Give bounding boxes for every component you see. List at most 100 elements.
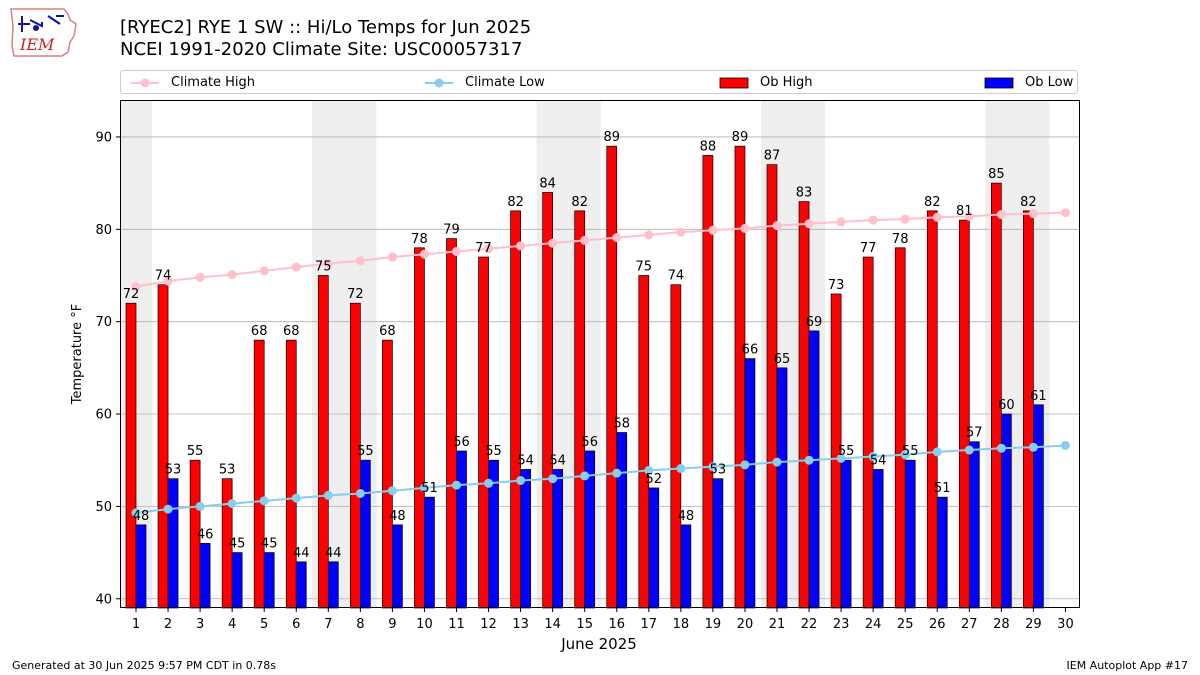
ob-high-bar-day-18 — [670, 284, 682, 609]
climate-high-point-day-8 — [355, 256, 365, 266]
ob-low-bar-day-20 — [744, 358, 756, 609]
climate-lines — [131, 208, 1070, 518]
climate-low-point-day-29 — [1028, 442, 1038, 452]
x-tick-label-27: 27 — [961, 617, 978, 632]
ob-low-label-day-12: 55 — [485, 444, 502, 459]
y-tick-label-60: 60 — [95, 408, 112, 423]
y-tick-label-50: 50 — [95, 500, 112, 515]
ob-high-label-day-25: 78 — [892, 232, 909, 247]
x-tick-label-18: 18 — [673, 617, 690, 632]
bars — [125, 145, 1044, 609]
ob-high-bar-day-5 — [253, 339, 265, 609]
ob-high-label-day-28: 85 — [988, 167, 1005, 182]
y-tick-label-90: 90 — [95, 130, 112, 145]
ob-low-bar-day-2 — [167, 478, 179, 609]
x-tick-label-11: 11 — [448, 617, 465, 632]
ob-low-label-day-10: 51 — [421, 481, 438, 496]
ob-high-label-day-14: 84 — [539, 176, 556, 191]
ob-low-label-day-25: 55 — [902, 444, 919, 459]
climate-high-point-day-3 — [195, 272, 205, 282]
ob-low-label-day-2: 53 — [165, 463, 182, 478]
ob-high-label-day-29: 82 — [1020, 195, 1037, 210]
ob-low-label-day-29: 61 — [1030, 389, 1047, 404]
x-tick-label-10: 10 — [416, 617, 433, 632]
x-tick-label-28: 28 — [993, 617, 1010, 632]
x-tick-label-5: 5 — [260, 617, 268, 632]
climate-low-point-day-21 — [772, 457, 782, 467]
climate-low-point-day-19 — [708, 462, 718, 472]
ob-low-bar-day-28 — [1000, 413, 1012, 609]
x-tick-label-12: 12 — [480, 617, 497, 632]
ob-low-bar-day-16 — [616, 432, 628, 609]
climate-low-point-day-8 — [355, 488, 365, 498]
ob-low-label-day-18: 48 — [678, 509, 695, 524]
x-tick-label-13: 13 — [512, 617, 529, 632]
ob-low-label-day-1: 48 — [133, 509, 150, 524]
ob-low-label-day-23: 55 — [838, 444, 855, 459]
climate-low-point-day-2 — [163, 504, 173, 514]
ob-low-bar-day-6 — [295, 561, 307, 609]
ob-low-label-day-14: 54 — [549, 453, 566, 468]
ob-low-bar-day-3 — [199, 542, 211, 609]
legend-label-ob-low: Ob Low — [1025, 75, 1074, 90]
ob-high-label-day-3: 55 — [187, 444, 204, 459]
climate-high-point-day-4 — [227, 270, 237, 280]
x-tick-label-26: 26 — [929, 617, 946, 632]
x-tick-label-21: 21 — [769, 617, 786, 632]
ob-low-label-day-6: 44 — [293, 546, 310, 561]
climate-high-point-day-18 — [676, 227, 686, 237]
ob-low-bar-day-26 — [936, 496, 948, 609]
climate-low-point-day-24 — [868, 452, 878, 462]
legend-label-climate-low: Climate Low — [465, 75, 545, 90]
ob-low-label-day-8: 55 — [357, 444, 374, 459]
ob-low-bar-day-4 — [231, 552, 243, 609]
climate-low-point-day-14 — [548, 474, 558, 484]
climate-high-point-day-9 — [387, 252, 397, 262]
y-axis-label: Temperature °F — [70, 304, 85, 405]
ob-low-bar-day-27 — [968, 441, 980, 609]
climate-high-point-day-11 — [452, 246, 461, 256]
x-axis-label: June 2025 — [560, 635, 637, 653]
x-tick-label-17: 17 — [641, 617, 658, 632]
climate-low-point-day-23 — [836, 453, 846, 463]
x-tick-label-9: 9 — [388, 617, 396, 632]
ob-high-label-day-1: 72 — [123, 287, 140, 302]
ob-high-label-day-6: 68 — [283, 324, 300, 339]
ob-low-label-day-24: 54 — [870, 453, 887, 468]
ob-low-label-day-9: 48 — [389, 509, 406, 524]
ob-low-bar-day-18 — [680, 524, 692, 609]
ob-low-bar-day-22 — [808, 330, 820, 609]
ob-high-label-day-11: 79 — [443, 223, 460, 238]
bar-value-labels: 72 74 55 53 68 68 75 72 68 78 79 77 82 84 82 89 75 74 88 89… — [123, 130, 1047, 561]
ob-high-label-day-15: 82 — [571, 195, 588, 210]
ob-low-label-day-13: 54 — [517, 453, 534, 468]
ob-low-label-day-7: 44 — [325, 546, 342, 561]
x-tick-label-25: 25 — [897, 617, 914, 632]
ob-high-bar-day-1 — [125, 302, 137, 609]
climate-high-point-day-30 — [1060, 208, 1070, 218]
ob-high-bar-day-24 — [862, 256, 874, 609]
ob-low-label-day-5: 45 — [261, 537, 278, 552]
climate-high-point-day-10 — [419, 249, 429, 259]
logo-text: IEM — [19, 35, 55, 54]
climate-high-point-day-20 — [740, 223, 750, 233]
ob-low-label-day-15: 56 — [581, 435, 598, 450]
climate-high-point-day-21 — [772, 221, 782, 231]
climate-low-point-day-30 — [1060, 440, 1070, 450]
ob-high-label-day-27: 81 — [956, 204, 973, 219]
ob-low-label-day-16: 58 — [613, 417, 630, 432]
ob-low-bar-day-9 — [392, 524, 403, 609]
ob-low-bar-day-17 — [648, 487, 660, 609]
ob-high-bar-day-21 — [766, 164, 778, 609]
climate-low-point-day-13 — [516, 476, 526, 486]
ob-high-label-day-7: 75 — [315, 259, 332, 274]
ob-high-bar-day-12 — [478, 256, 489, 609]
x-tick-label-16: 16 — [608, 617, 625, 632]
climate-low-point-day-9 — [387, 486, 397, 496]
x-tick-label-29: 29 — [1025, 617, 1042, 632]
legend-label-climate-high: Climate High — [171, 75, 256, 90]
ob-low-bar-day-25 — [904, 459, 916, 609]
climate-high-point-day-16 — [612, 233, 622, 243]
climate-low-point-day-20 — [740, 460, 750, 470]
climate-low-point-day-26 — [932, 447, 942, 457]
